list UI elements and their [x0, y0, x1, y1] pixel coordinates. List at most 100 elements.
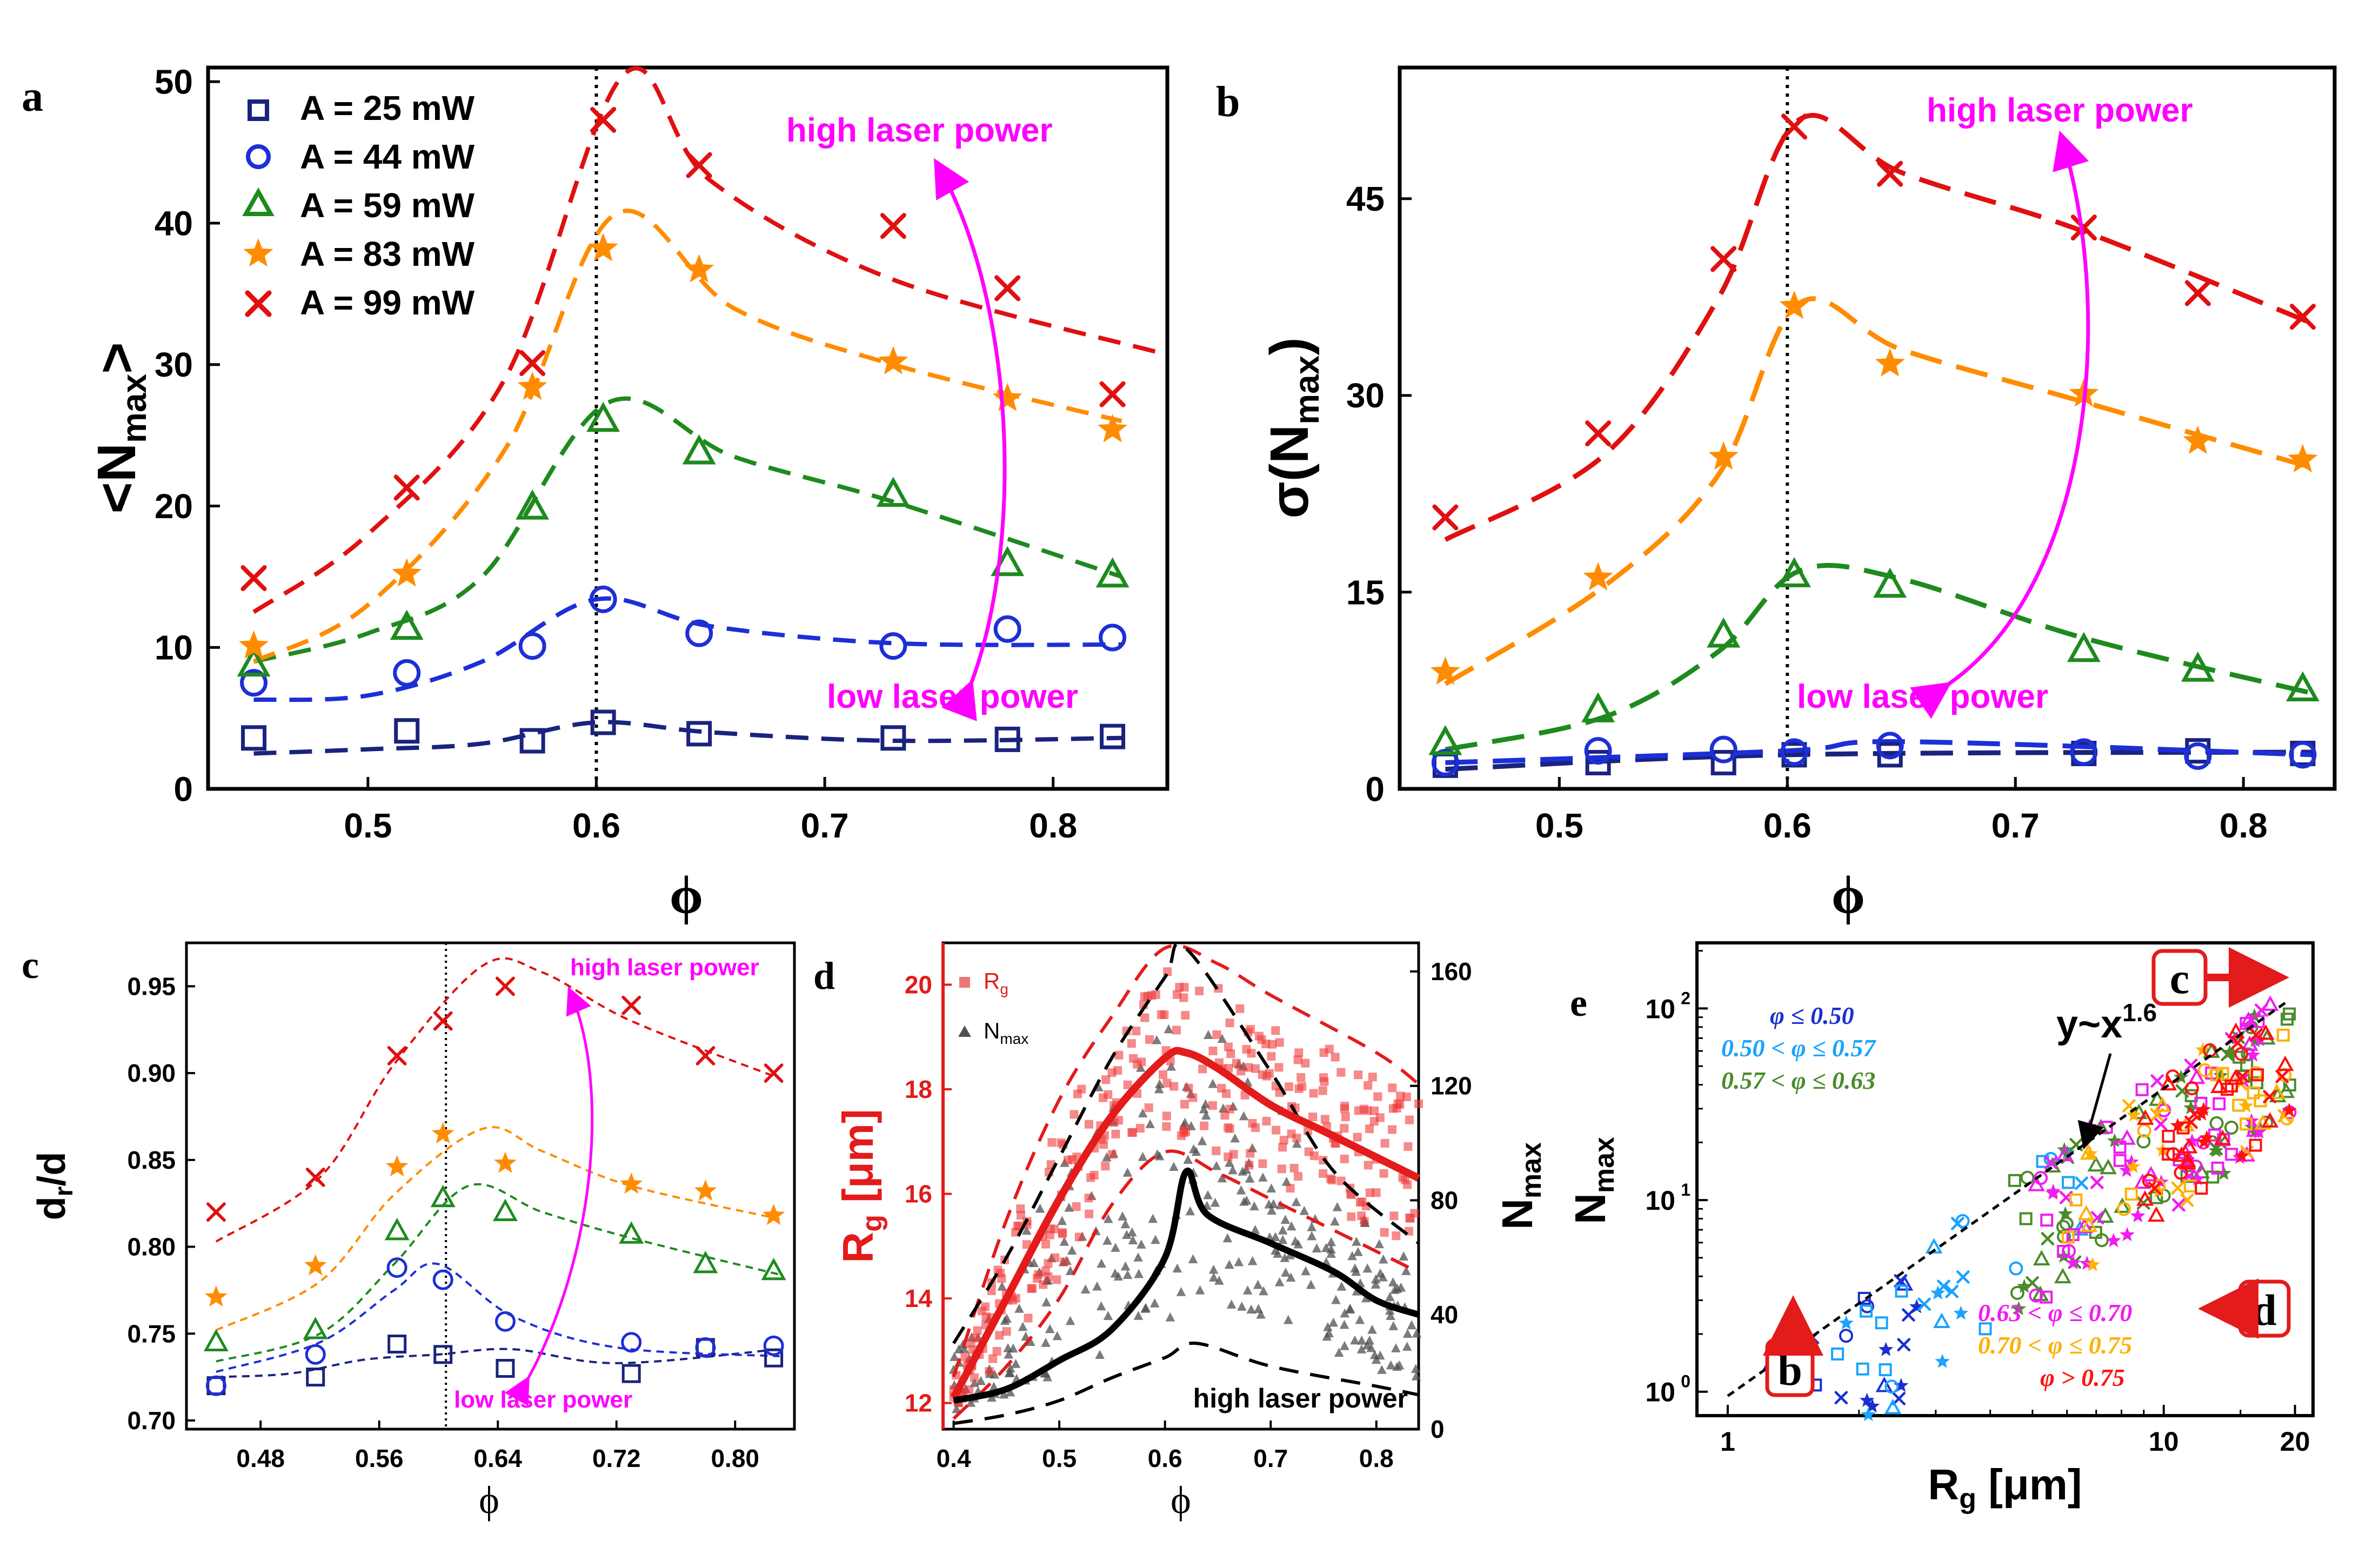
y-tick-exponent: 2	[1681, 988, 1690, 1008]
legend-label-83mw: A = 83 mW	[300, 234, 475, 273]
rg-point	[1072, 1202, 1081, 1211]
data-point-x	[696, 1046, 716, 1066]
nmax-point	[1102, 1152, 1112, 1162]
data-point-triangle	[390, 609, 424, 640]
rg-point	[1225, 1104, 1234, 1114]
scatter-point-phi_gt_075	[2261, 1112, 2279, 1128]
scatter-point-phi_063_070	[2106, 1232, 2121, 1248]
nmax-point	[1217, 1034, 1227, 1043]
rg-point	[1114, 1050, 1124, 1060]
data-point-star	[1430, 656, 1460, 685]
nmax-point	[1122, 1270, 1133, 1279]
legend-n-sub: max	[1000, 1030, 1028, 1047]
y-label-sub: r	[50, 1187, 78, 1197]
x-tick-label: 0.8	[1029, 806, 1077, 845]
data-point-triangle	[1707, 617, 1741, 648]
rg-point	[1388, 1083, 1397, 1093]
rg-point	[1319, 1169, 1328, 1178]
rg-point	[1107, 1068, 1117, 1077]
rg-point	[1364, 1081, 1373, 1090]
nmax-point	[1339, 1319, 1349, 1329]
y-tick-label: 0.70	[127, 1406, 176, 1435]
nmax-point	[1258, 1172, 1268, 1182]
nmax-point	[1204, 1030, 1213, 1040]
data-point-circle	[763, 1335, 784, 1356]
nmax-point	[1307, 1231, 1317, 1241]
fit-curve-square	[216, 1348, 780, 1378]
nmax-point	[1185, 1206, 1195, 1216]
scatter-point-phi_070_075	[2077, 1205, 2095, 1221]
nmax-point	[1138, 1108, 1148, 1118]
rg-mean-curve	[950, 1047, 1421, 1400]
x-tick-label: 0.4	[937, 1444, 971, 1472]
y-label-main: <N	[86, 443, 147, 514]
scatter-point-phi_gt_075	[2249, 1138, 2262, 1152]
data-point-x	[1710, 246, 1737, 272]
rg-point	[1379, 1169, 1388, 1178]
nmax-point	[1230, 1133, 1240, 1143]
legend-phi-057-063: 0.57 < φ ≤ 0.63	[1721, 1067, 1875, 1094]
data-point-star	[432, 1122, 455, 1144]
data-point-triangle	[693, 1250, 718, 1274]
rg-point	[1251, 1064, 1260, 1073]
legend-label-rg: Rg	[984, 968, 1008, 997]
scatter-point-phi_063_070	[2040, 1214, 2054, 1227]
rg-point	[1064, 1156, 1073, 1165]
scatter-point-phi_050_057	[1861, 1407, 1876, 1422]
nmax-point	[1133, 1311, 1144, 1320]
rg-point	[1011, 1294, 1020, 1303]
data-point-circle	[2070, 738, 2098, 766]
panel-b-annotation-low: low laser power	[1797, 678, 2048, 715]
nmax-point	[1286, 1272, 1296, 1282]
nmax-point	[1396, 1282, 1406, 1292]
data-point-x	[621, 995, 641, 1015]
scatter-point-phi_050_057	[1945, 1284, 1959, 1298]
panel-label-b: b	[1216, 78, 1240, 126]
data-point-circle	[205, 1375, 226, 1396]
data-point-triangle	[492, 1198, 518, 1221]
nmax-point	[1138, 1151, 1148, 1161]
rg-point	[1294, 1048, 1304, 1057]
data-point-square	[1877, 742, 1903, 768]
y-tick-label-right: 160	[1431, 957, 1472, 986]
scatter-point-phi_gt_075	[2276, 1055, 2294, 1071]
data-point-circle	[386, 1257, 407, 1278]
data-point-triangle	[1428, 725, 1462, 755]
x-tick-label: 20	[2280, 1426, 2310, 1457]
scatter-point-phi_057_063	[2011, 1301, 2027, 1316]
scatter-point-phi_057_063	[2149, 1090, 2166, 1106]
data-point-triangle	[2181, 651, 2215, 682]
rg-point	[1354, 1070, 1363, 1080]
nmax-point	[1201, 1110, 1211, 1120]
data-point-circle	[1780, 738, 1808, 766]
rg-point	[1129, 1054, 1138, 1063]
y-tick-label-right: 0	[1431, 1415, 1445, 1443]
data-point-x	[1877, 160, 1903, 187]
fit-curve-square	[253, 720, 1122, 756]
nmax-point	[1388, 1277, 1398, 1286]
scatter-point-phi_050_057	[2075, 1176, 2088, 1190]
scatter-point-phi_057_063	[2174, 1069, 2189, 1084]
rg-point	[1179, 1125, 1188, 1134]
rg-point	[1140, 1013, 1149, 1022]
scatter-point-phi_063_070	[2040, 1290, 2053, 1304]
panel-c-y-label: dr/d	[30, 1152, 78, 1221]
rg-point	[1354, 1106, 1363, 1115]
nmax-point	[1026, 1337, 1035, 1346]
scatter-point-phi_gt_075	[2136, 1109, 2154, 1125]
nmax-point	[1340, 1308, 1350, 1318]
panel-a-legend: A = 25 mW A = 44 mW A = 59 mW A = 83 mW …	[242, 89, 475, 322]
panel-e: 1 10 20 10 0 10 1 10 2 y~x1.6 φ ≤ 0.50 0.50 < φ …	[1566, 941, 2315, 1515]
rg-point	[971, 1334, 980, 1343]
nmax-point	[1401, 1266, 1411, 1275]
data-point-circle	[1584, 737, 1612, 765]
rg-point	[1016, 1204, 1025, 1214]
scatter-point-phi_057_063	[2059, 1216, 2074, 1231]
rg-point	[1336, 1068, 1346, 1077]
svg-text:Nmax: Nmax	[1566, 1137, 1620, 1224]
nmax-point	[1209, 1272, 1219, 1282]
scatter-point-phi_070_075	[2124, 1188, 2138, 1201]
rg-point	[1034, 1270, 1043, 1279]
rg-point	[1271, 1026, 1280, 1035]
